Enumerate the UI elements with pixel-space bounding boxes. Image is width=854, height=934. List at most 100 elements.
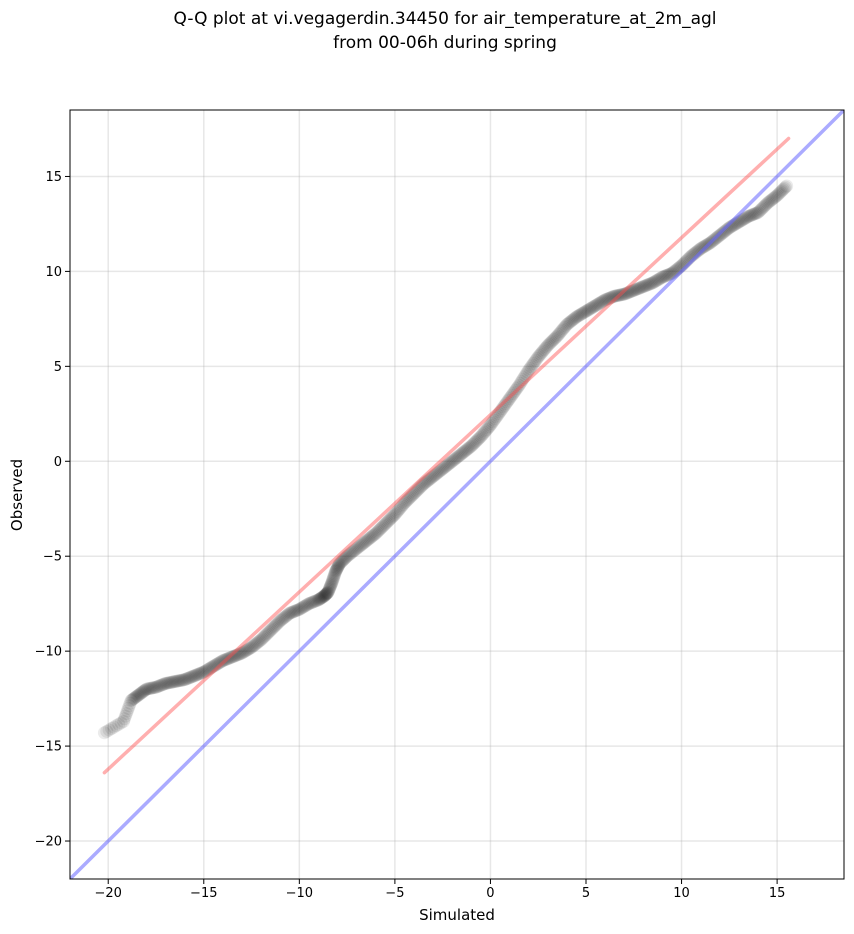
quantile-point [425, 470, 439, 484]
quantile-point [390, 505, 404, 519]
quantile-point [412, 482, 426, 496]
quantile-point [241, 642, 255, 656]
quantile-point [175, 673, 189, 687]
quantile-point [401, 492, 415, 506]
quantile-point [474, 430, 488, 444]
quantile-point [117, 714, 131, 728]
quantile-point [591, 297, 605, 311]
quantile-point [231, 647, 245, 661]
quantile-point [163, 675, 177, 689]
quantile-point [400, 494, 414, 508]
quantile-point [523, 361, 537, 375]
quantile-point [532, 348, 546, 362]
quantile-point [125, 693, 139, 707]
quantile-point [247, 638, 261, 652]
quantile-point [307, 595, 321, 609]
quantile-point [366, 528, 380, 542]
quantile-point [609, 289, 623, 303]
quantile-point [770, 188, 784, 202]
quantile-point [378, 517, 392, 531]
quantile-point [127, 691, 141, 705]
quantile-point [176, 673, 190, 687]
x-tick-label: −10 [286, 886, 313, 901]
quantile-point [437, 461, 451, 475]
quantile-point [407, 487, 421, 501]
quantile-point [597, 294, 611, 308]
quantile-point [212, 656, 226, 670]
x-tick-label: 15 [769, 886, 786, 901]
quantile-point [209, 658, 223, 672]
quantile-point [419, 475, 433, 489]
quantile-point [239, 644, 253, 658]
y-tick-label: −10 [35, 645, 62, 660]
y-axis-label: Observed [8, 459, 26, 531]
quantile-point [154, 678, 168, 692]
quantile-point [735, 213, 749, 227]
quantile-point [481, 421, 495, 435]
quantile-point [323, 581, 337, 595]
quantile-point [168, 675, 182, 689]
quantile-point [423, 472, 437, 486]
quantile-point [639, 279, 653, 293]
quantile-point [599, 292, 613, 306]
quantile-point [755, 202, 769, 216]
quantile-point [556, 322, 570, 336]
quantile-point [421, 473, 435, 487]
quantile-point [483, 418, 497, 432]
quantile-point [319, 588, 333, 602]
quantile-point [488, 412, 502, 426]
quantile-point [308, 594, 322, 608]
quantile-point [334, 555, 348, 569]
quantile-point [560, 318, 574, 332]
quantile-point [285, 605, 299, 619]
quantile-point [604, 291, 618, 305]
quantile-point [202, 662, 216, 676]
quantile-point [737, 212, 751, 226]
quantile-point [316, 590, 330, 604]
quantile-point [454, 448, 468, 462]
quantile-point [516, 373, 530, 387]
quantile-point [386, 510, 399, 524]
quantile-point [97, 726, 111, 740]
quantile-point [130, 689, 144, 703]
quantile-point [148, 680, 162, 694]
quantile-point [351, 541, 365, 555]
plot-frame [69, 109, 845, 880]
quantile-point [102, 723, 116, 737]
quantile-point [370, 525, 384, 539]
quantile-point [173, 674, 187, 688]
quantile-point [565, 314, 579, 328]
quantile-point [642, 277, 656, 291]
quantile-point [513, 376, 527, 390]
quantile-point [598, 293, 612, 307]
quantile-point [357, 536, 371, 550]
quantile-point [456, 446, 470, 460]
quantile-point [118, 709, 132, 723]
quantile-point [550, 329, 564, 343]
quantile-point [295, 601, 309, 615]
quantile-point [657, 270, 671, 284]
quantile-point [769, 189, 783, 203]
quantile-point [623, 285, 637, 299]
quantile-point [655, 270, 669, 284]
quantile-point [448, 452, 462, 466]
quantile-point [567, 312, 581, 326]
quantile-point [621, 286, 635, 300]
quantile-point [584, 301, 598, 315]
quantile-point [394, 500, 408, 514]
quantile-point [431, 466, 445, 480]
quantile-point [409, 484, 423, 498]
quantile-point [364, 530, 378, 544]
quantile-point [251, 636, 265, 650]
quantile-point [237, 645, 251, 659]
quantile-point [155, 678, 169, 692]
quantile-point [440, 458, 454, 472]
quantile-point [563, 315, 577, 329]
quantile-point [405, 489, 419, 503]
quantile-point [280, 608, 294, 622]
quantile-point [720, 223, 734, 237]
quantile-point [322, 582, 336, 596]
y-tick-label: 5 [54, 360, 62, 375]
quantile-point [624, 284, 638, 298]
quantile-point [270, 617, 284, 631]
